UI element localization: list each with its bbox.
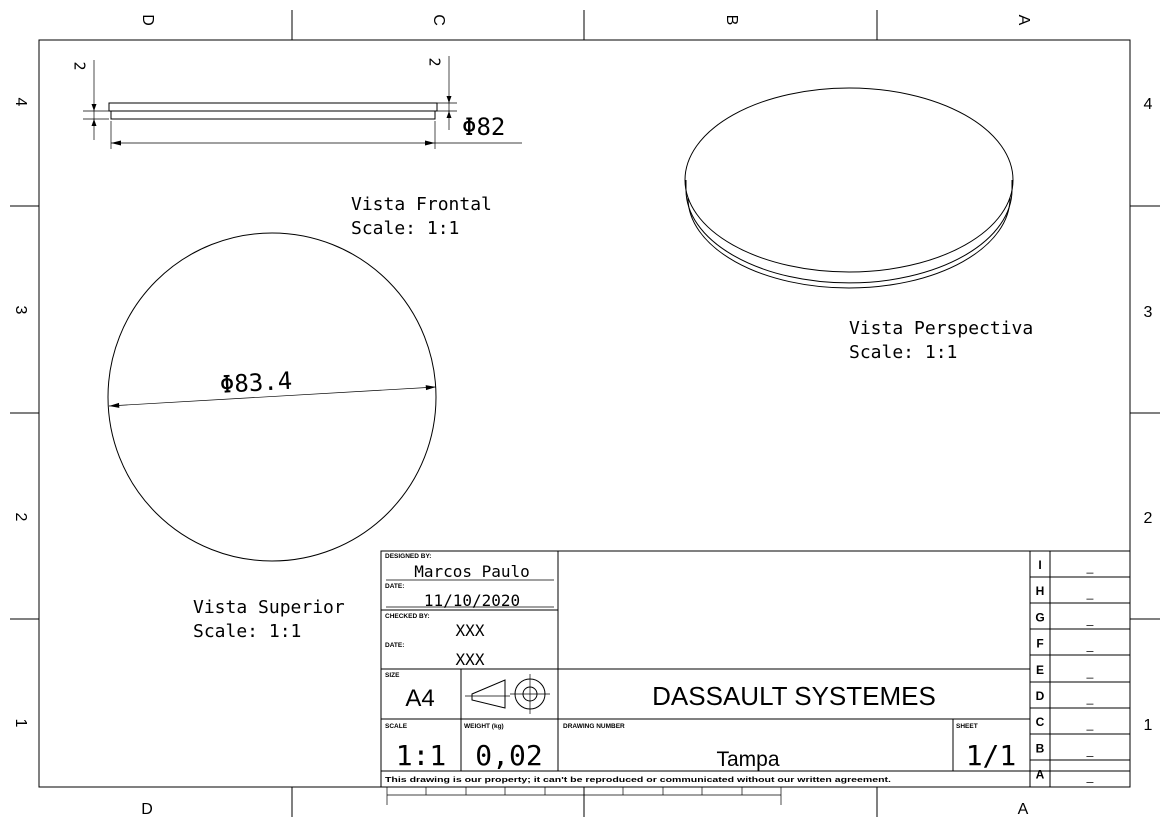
zone-row-left-3: 3 xyxy=(12,306,29,315)
title-block xyxy=(380,550,1131,788)
zone-row-right-3: 3 xyxy=(1144,304,1153,321)
front-view-lid-top xyxy=(108,102,438,112)
revision-value: _ xyxy=(1086,586,1094,600)
perspective-view-top-face xyxy=(684,87,1014,273)
revision-table: I _ H _ G _ F _ E _ D _ C _ B _ A _ xyxy=(1035,558,1093,784)
zone-row-left-4: 4 xyxy=(12,98,29,107)
designed-by-value: Marcos Paulo xyxy=(414,562,530,581)
drawing-frame xyxy=(38,39,1131,788)
checked-date-label: DATE: xyxy=(385,642,404,649)
design-date-value: 11/10/2020 xyxy=(424,591,520,610)
revision-letter: D xyxy=(1036,689,1045,703)
revision-value: _ xyxy=(1086,639,1094,653)
revision-value: _ xyxy=(1086,560,1094,574)
revision-letter: C xyxy=(1036,715,1045,729)
revision-letter: B xyxy=(1036,741,1045,755)
size-label: SIZE xyxy=(385,672,400,679)
top-view-dim-line xyxy=(108,386,437,407)
front-view-scale: Scale: 1:1 xyxy=(351,218,459,239)
zone-col-bottom-d: D xyxy=(141,801,153,818)
design-date-label: DATE: xyxy=(385,583,404,590)
scale-label: SCALE xyxy=(385,723,408,730)
front-view-dim-diameter: Φ82 xyxy=(462,113,505,141)
front-view-title: Vista Frontal xyxy=(351,194,492,215)
property-notice: This drawing is our property; it can't b… xyxy=(385,777,891,784)
scale-value: 1:1 xyxy=(396,739,447,772)
revision-letter: I xyxy=(1038,558,1041,572)
revision-value: _ xyxy=(1086,691,1094,705)
revision-letter: H xyxy=(1036,584,1045,598)
perspective-view xyxy=(684,87,1014,289)
zone-col-bottom-a: A xyxy=(1018,801,1029,818)
revision-letter: F xyxy=(1036,637,1043,651)
front-view-lid-rim xyxy=(110,111,436,120)
top-view-scale: Scale: 1:1 xyxy=(193,621,301,642)
zone-row-right-2: 2 xyxy=(1144,510,1153,527)
perspective-view-scale: Scale: 1:1 xyxy=(849,342,957,363)
revision-value: _ xyxy=(1086,665,1094,679)
sheet-value: 1/1 xyxy=(966,739,1017,772)
perspective-view-title: Vista Perspectiva xyxy=(849,318,1033,339)
zone-col-top-d: D xyxy=(139,14,156,26)
size-value: A4 xyxy=(405,685,434,712)
revision-value: _ xyxy=(1086,612,1094,626)
zone-row-right-1: 1 xyxy=(1144,717,1153,734)
zone-col-top-a: A xyxy=(1015,15,1032,26)
zone-row-right-4: 4 xyxy=(1144,96,1153,113)
top-view xyxy=(107,232,437,562)
front-view-dim-right: 2 xyxy=(426,57,444,66)
revision-value: _ xyxy=(1086,770,1094,784)
sheet-label: SHEET xyxy=(956,723,978,730)
zone-col-top-b: B xyxy=(723,15,740,26)
revision-value: _ xyxy=(1086,743,1094,757)
drawing-number-label: DRAWING NUMBER xyxy=(563,723,625,730)
revision-letter: A xyxy=(1036,768,1045,782)
projection-symbol-icon xyxy=(465,674,550,714)
revision-value: _ xyxy=(1086,717,1094,731)
scale-ruler xyxy=(386,787,782,805)
front-view-dim-left: 2 xyxy=(71,61,89,70)
drawing-number-value: Tampa xyxy=(716,748,779,771)
company-name: DASSAULT SYSTEMES xyxy=(652,681,936,711)
designed-by-label: DESIGNED BY: xyxy=(385,553,431,560)
revision-letter: G xyxy=(1035,610,1044,624)
zone-row-left-2: 2 xyxy=(12,513,29,522)
revision-letter: E xyxy=(1036,663,1044,677)
top-view-circle xyxy=(107,232,437,562)
weight-value: 0,02 xyxy=(475,739,542,772)
top-view-dim-diameter: Φ83.4 xyxy=(219,367,293,399)
checked-by-label: CHECKED BY: xyxy=(385,613,430,620)
weight-label: WEIGHT (kg) xyxy=(464,723,504,730)
zone-ticks xyxy=(10,10,1160,817)
checked-date-value: XXX xyxy=(456,650,485,669)
top-view-title: Vista Superior xyxy=(193,597,345,618)
zone-col-top-c: C xyxy=(430,14,447,26)
zone-row-left-1: 1 xyxy=(12,719,29,728)
checked-by-value: XXX xyxy=(456,621,485,640)
front-view xyxy=(83,56,522,149)
